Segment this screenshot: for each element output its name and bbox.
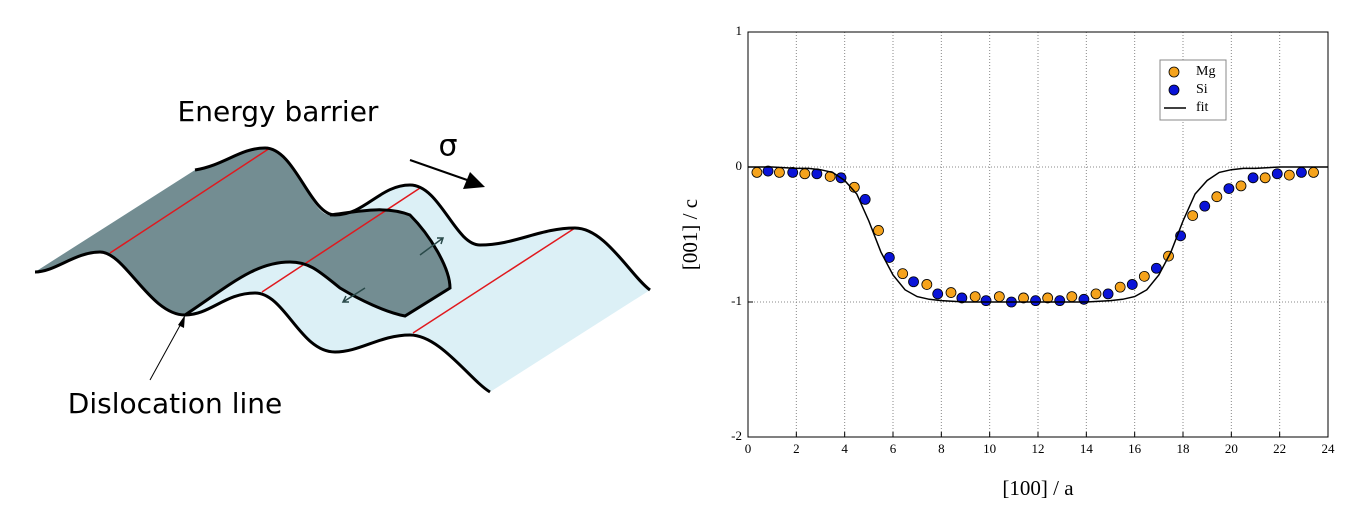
data-point	[859, 193, 871, 205]
legend-swatch	[1168, 84, 1180, 96]
data-point	[1235, 180, 1247, 192]
legend-swatch	[1168, 66, 1180, 78]
data-point	[1066, 291, 1078, 303]
stress-arrowhead	[463, 172, 485, 189]
diagram-title: Energy barrier	[178, 95, 379, 128]
x-tick-label: 10	[983, 441, 996, 456]
x-tick-label: 0	[745, 441, 752, 456]
data-point	[1247, 172, 1259, 184]
line-label: Dislocation line	[68, 387, 282, 420]
data-point	[1078, 293, 1090, 305]
legend-label: fit	[1196, 100, 1209, 115]
data-point	[1259, 172, 1271, 184]
y-tick-label: 0	[736, 158, 743, 173]
data-point	[945, 287, 957, 298]
pointer	[149, 319, 184, 381]
x-tick-label: 20	[1225, 441, 1238, 456]
data-point	[956, 292, 968, 304]
x-tick-label: 24	[1322, 441, 1336, 456]
fit-line	[748, 166, 1328, 303]
y-axis-label: [001] / c	[678, 199, 702, 270]
data-point	[1223, 183, 1235, 195]
data-point	[873, 225, 884, 236]
legend-label: Si	[1196, 82, 1208, 97]
data-point	[774, 166, 785, 178]
data-point	[1187, 210, 1199, 222]
data-point	[1018, 292, 1029, 304]
data-point	[1126, 279, 1138, 290]
data-point	[908, 276, 919, 288]
top-edge	[194, 146, 651, 292]
stress-arrow	[409, 159, 471, 182]
red-valley-3	[412, 227, 576, 334]
x-tick-label: 6	[890, 441, 897, 456]
red-valley-1	[109, 147, 271, 254]
data-point	[980, 295, 992, 307]
data-point	[1211, 191, 1223, 203]
data-point	[1054, 295, 1066, 307]
data-point	[1283, 169, 1295, 181]
plot-frame	[747, 31, 1329, 438]
x-tick-label: 8	[938, 441, 945, 456]
stress-label: σ	[438, 129, 457, 164]
x-tick-label: 22	[1273, 441, 1286, 456]
y-tick-label: 1	[736, 23, 743, 38]
bowed-line	[184, 208, 452, 318]
data-point	[1114, 281, 1126, 293]
data-point	[762, 165, 774, 177]
data-point	[1296, 166, 1307, 178]
data-point	[921, 279, 933, 290]
data-point	[1042, 292, 1054, 304]
legend-label: Mg	[1196, 64, 1215, 79]
data-point	[1090, 288, 1102, 300]
data-point	[751, 166, 763, 178]
chart: 0 2 4 6 8 10 12 14 16 18 20 22 24-2-101[100] / a[001…	[678, 23, 1335, 500]
data-point	[1102, 288, 1114, 300]
data-point	[1199, 200, 1211, 212]
data-point	[1271, 168, 1283, 180]
motion-arrow	[341, 237, 445, 303]
diagram: Energy barrier σ Dislocation line	[34, 95, 651, 420]
data-point	[1151, 262, 1162, 274]
x-tick-label: 16	[1128, 441, 1142, 456]
data-point	[799, 168, 811, 180]
data-point	[897, 268, 909, 280]
y-tick-label: -1	[731, 293, 742, 308]
data-point	[1308, 166, 1319, 178]
x-tick-label: 14	[1080, 441, 1094, 456]
y-tick-label: -2	[731, 428, 742, 443]
x-tick-label: 18	[1177, 441, 1190, 456]
swept-area	[35, 148, 450, 316]
pointer-head	[178, 315, 185, 328]
x-tick-label: 12	[1032, 441, 1045, 456]
data-point	[993, 291, 1005, 303]
x-tick-label: 2	[793, 441, 800, 456]
data-point	[1138, 270, 1150, 282]
red-valley-2	[261, 187, 421, 293]
x-axis-label: [100] / a	[1002, 476, 1074, 500]
data-point	[932, 288, 944, 300]
x-tick-label: 4	[841, 441, 848, 456]
data-point	[969, 291, 981, 303]
data-point	[1030, 295, 1041, 307]
dislocation-line	[34, 250, 491, 394]
